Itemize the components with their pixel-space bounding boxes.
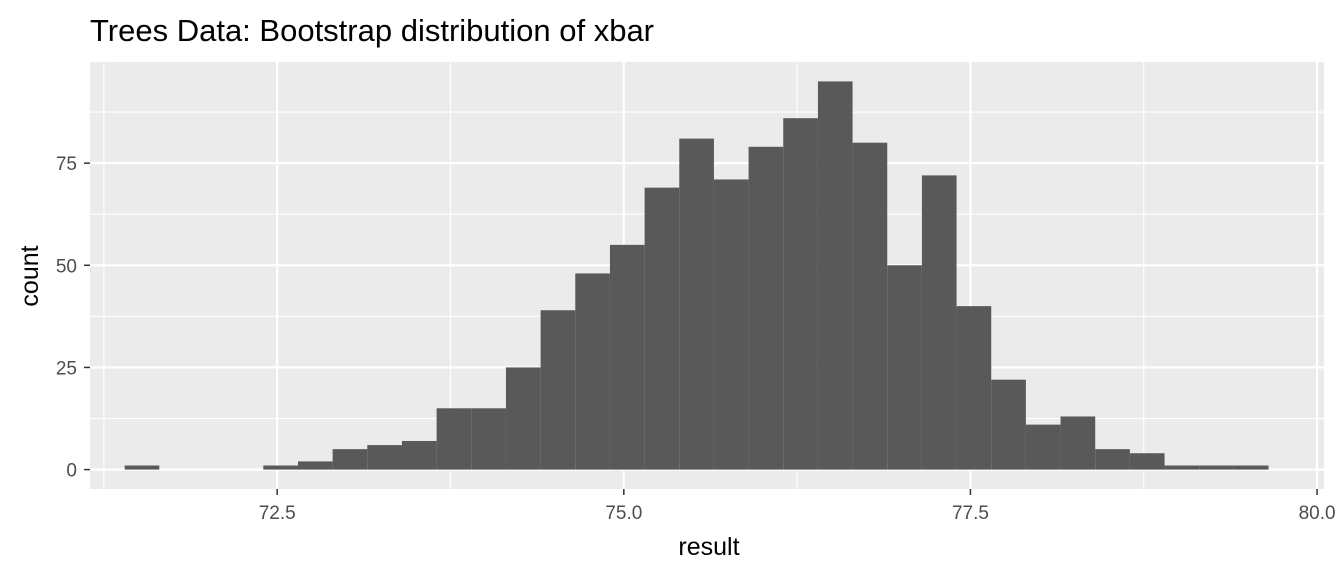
histogram-bar [609, 244, 645, 470]
histogram-bar [956, 306, 992, 470]
histogram-bar [1060, 416, 1096, 470]
x-tick-label: 77.5 [952, 503, 989, 524]
histogram-bar [783, 118, 818, 470]
histogram-bar [748, 146, 784, 470]
histogram-bar [679, 138, 714, 470]
histogram-bar [713, 179, 749, 470]
histogram-bar [297, 461, 333, 470]
y-tick-label: 75 [56, 154, 77, 175]
histogram-bar [1025, 424, 1061, 470]
histogram-bar [332, 449, 368, 470]
histogram-bar [852, 142, 888, 470]
histogram-bar [817, 81, 853, 470]
histogram-bar [471, 408, 506, 470]
histogram-bar [436, 408, 472, 470]
histogram-bars [124, 81, 1269, 470]
histogram-bar [263, 465, 298, 470]
histogram-bar [1164, 465, 1200, 470]
histogram-bar [505, 367, 541, 470]
x-axis-title: result [678, 533, 739, 561]
y-axis: 0 25 50 75 [56, 154, 90, 482]
histogram-bar [921, 175, 957, 470]
histogram-bar [575, 273, 610, 470]
histogram-bar [367, 445, 402, 470]
y-tick-label: 0 [66, 461, 77, 482]
y-tick-label: 50 [56, 256, 77, 277]
histogram-bar [1129, 453, 1165, 470]
y-axis-title: count [16, 245, 44, 306]
x-tick-label: 80.0 [1299, 503, 1336, 524]
histogram-bar [540, 310, 576, 470]
histogram-bar [124, 465, 160, 470]
histogram-bar [887, 265, 922, 470]
chart-title: Trees Data: Bootstrap distribution of xb… [90, 13, 654, 48]
y-tick-label: 25 [56, 358, 77, 379]
histogram-bar [401, 440, 437, 470]
x-tick-label: 72.5 [259, 503, 296, 524]
histogram-bar [644, 187, 680, 470]
histogram-bar [1233, 465, 1269, 470]
x-tick-label: 75.0 [605, 503, 642, 524]
histogram-bar [991, 379, 1026, 470]
histogram-bar [1095, 449, 1130, 470]
histogram-bar [1199, 465, 1234, 470]
x-axis: 72.5 75.0 77.5 80.0 [259, 489, 1336, 524]
